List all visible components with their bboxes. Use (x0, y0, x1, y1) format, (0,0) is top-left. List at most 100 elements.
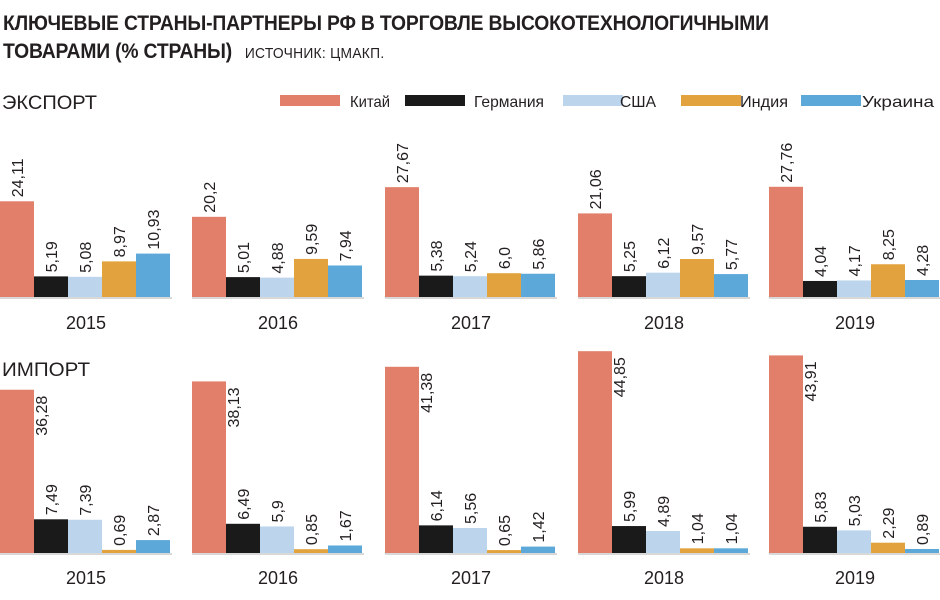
baseline (385, 297, 557, 299)
data-label: 4,28 (915, 245, 932, 276)
baseline (385, 553, 557, 555)
year-label: 2017 (451, 568, 491, 588)
data-label: 5,24 (463, 241, 480, 272)
data-label: 24,11 (10, 158, 27, 197)
data-label: 21,06 (588, 169, 605, 209)
data-label: 5,99 (622, 491, 639, 522)
bar (769, 355, 803, 553)
data-label: 5,83 (813, 492, 830, 523)
data-label: 0,85 (304, 514, 321, 545)
bar (294, 549, 328, 553)
data-label: 44,85 (612, 357, 629, 397)
data-label: 4,88 (270, 242, 287, 273)
bar-group-2016: 20,2 5,01 4,88 9,59 7,94 2016 (192, 182, 364, 333)
bar (905, 548, 939, 553)
baseline (769, 553, 940, 555)
bar-group-2019: 27,76 4,04 4,17 8,25 4,28 2019 (769, 143, 940, 333)
bar (803, 280, 837, 297)
bar (68, 519, 102, 553)
data-label: 7,39 (78, 485, 95, 516)
bar-group-2018: 21,06 5,25 6,12 9,57 5,77 2018 (578, 169, 750, 333)
data-label: 27,76 (779, 143, 796, 183)
title-line-2: ТОВАРАМИ (% СТРАНЫ) (3, 40, 232, 63)
data-label: 7,94 (338, 230, 355, 261)
chart-panels: ЭКСПОРТ 24,11 5,19 5,08 8,97 10,93 2015 20,2 5,0… (0, 93, 940, 588)
year-label: 2019 (835, 568, 875, 588)
bar (419, 525, 453, 553)
data-label: 5,77 (724, 239, 741, 270)
import-panel: ИМПОРТ 36,28 7,49 7,39 0,69 2,87 2015 38,13 6,49… (0, 351, 940, 588)
bar (521, 546, 555, 553)
bar (328, 265, 362, 297)
year-label: 2015 (66, 568, 106, 588)
bar (102, 549, 136, 553)
data-label: 8,97 (112, 226, 129, 257)
data-label: 36,28 (34, 396, 51, 436)
legend-swatch (801, 95, 861, 106)
data-label: 5,19 (44, 241, 61, 272)
bar (803, 526, 837, 553)
data-label: 5,25 (622, 241, 639, 272)
bar (612, 526, 646, 553)
year-label: 2016 (258, 313, 298, 333)
bar (419, 275, 453, 297)
year-label: 2016 (258, 568, 298, 588)
data-label: 4,17 (847, 245, 864, 276)
legend-label: Германия (474, 94, 544, 111)
data-label: 6,49 (236, 489, 253, 520)
bar (385, 366, 419, 553)
bar (837, 280, 871, 297)
data-label: 5,08 (78, 242, 95, 273)
legend-label: Индия (740, 94, 788, 111)
bar (34, 519, 68, 553)
bar (136, 253, 170, 297)
baseline (769, 297, 940, 299)
year-label: 2017 (451, 313, 491, 333)
legend-label: Китай (350, 94, 390, 111)
year-label: 2019 (835, 313, 875, 333)
bar-group-2017: 41,38 6,14 5,56 0,65 1,42 2017 (385, 366, 557, 588)
legend-swatch (280, 95, 340, 106)
legend-swatch (681, 95, 741, 106)
bar (102, 261, 136, 297)
data-label: 5,86 (531, 238, 548, 269)
data-label: 7,49 (44, 484, 61, 515)
bar (68, 276, 102, 297)
bar (578, 351, 612, 553)
bar-group-2015: 24,11 5,19 5,08 8,97 10,93 2015 (0, 158, 172, 333)
bar (226, 523, 260, 553)
data-label: 5,9 (270, 500, 287, 522)
data-label: 6,0 (497, 247, 514, 269)
data-label: 5,01 (236, 242, 253, 273)
data-label: 8,25 (881, 229, 898, 260)
data-label: 5,56 (463, 493, 480, 524)
baseline (0, 553, 172, 555)
data-label: 20,2 (202, 182, 219, 213)
bar (385, 187, 419, 297)
bar-group-2018: 44,85 5,99 4,89 1,04 1,04 2018 (578, 351, 750, 588)
panel-title: ЭКСПОРТ (2, 93, 97, 114)
bar-group-2019: 43,91 5,83 5,03 2,29 0,89 2019 (769, 355, 940, 588)
data-label: 38,13 (226, 387, 243, 427)
legend: Китай Германия США Индия Украина (280, 94, 934, 111)
bar (680, 259, 714, 297)
legend-swatch (405, 95, 465, 106)
data-label: 9,59 (304, 224, 321, 255)
bar (646, 530, 680, 553)
data-label: 0,69 (112, 515, 129, 546)
year-label: 2018 (644, 313, 684, 333)
baseline (192, 297, 364, 299)
data-label: 5,38 (429, 240, 446, 271)
bar (487, 273, 521, 297)
baseline (578, 553, 750, 555)
chart-title: КЛЮЧЕВЫЕ СТРАНЫ-ПАРТНЕРЫ РФ В ТОРГОВЛЕ В… (3, 10, 923, 68)
data-label: 2,29 (881, 507, 898, 538)
bar (487, 550, 521, 553)
export-panel: ЭКСПОРТ 24,11 5,19 5,08 8,97 10,93 2015 20,2 5,0… (0, 93, 940, 333)
baseline (192, 553, 364, 555)
bar (192, 216, 226, 297)
baseline (0, 297, 172, 299)
bar (769, 186, 803, 297)
data-label: 43,91 (803, 361, 820, 401)
data-label: 4,04 (813, 246, 830, 277)
